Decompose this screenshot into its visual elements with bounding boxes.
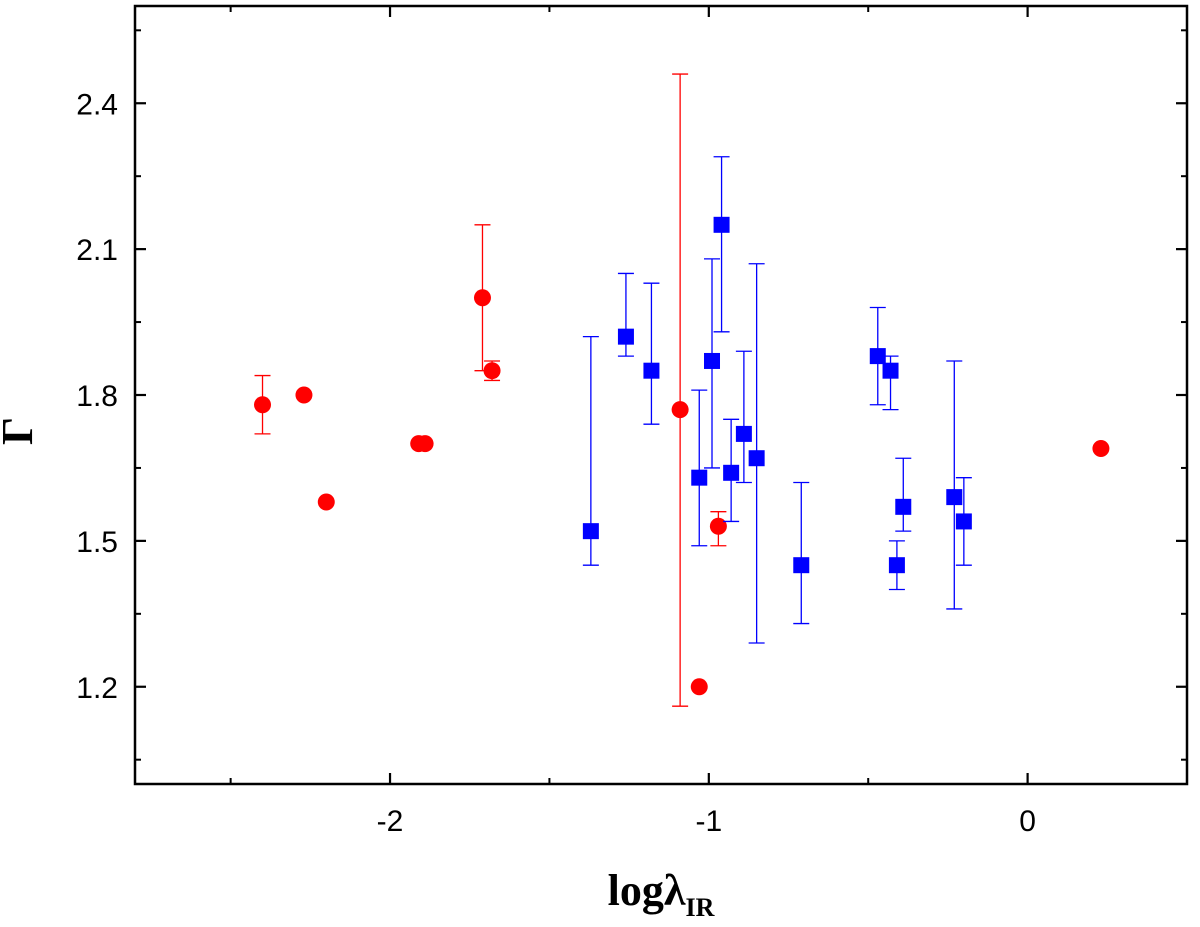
squares-point [713,216,730,233]
plot-area [254,73,1110,707]
x-tick-label: -1 [695,805,722,838]
squares-point [955,513,972,530]
y-tick-label: 1.5 [76,526,118,559]
circles-point [671,401,689,419]
squares-point [691,469,708,486]
squares-point [582,523,599,540]
squares-point [723,464,740,481]
x-axis-title-main: logλ [608,866,686,915]
x-tick-label: 0 [1019,805,1036,838]
squares-point [617,328,634,345]
axis-ticks [135,6,1187,784]
y-axis-title: Γ [0,417,42,445]
circles-point [317,493,335,511]
circles-point [295,386,313,404]
y-tick-label: 2.4 [76,88,118,121]
squares-point [643,362,660,379]
squares-point [895,498,912,515]
circles-point [709,517,727,535]
x-tick-label: -2 [377,805,404,838]
x-axis-title: logλIR [608,866,715,922]
circles-point [1092,439,1110,457]
squares-point [882,362,899,379]
squares-point [704,352,721,369]
circles-point [416,435,434,453]
x-axis-title-sub: IR [685,893,714,922]
y-tick-label: 2.1 [76,234,118,267]
tick-labels: -2 -1 0 1.2 1.5 1.8 2.1 2.4 [76,88,1036,838]
circles-point [690,678,708,696]
squares-point [869,348,886,365]
y-tick-label: 1.8 [76,380,118,413]
circles-point [473,289,491,307]
squares-point [888,557,905,574]
squares-point [793,557,810,574]
circles-point [483,362,501,380]
squares-point [735,425,752,442]
squares-point [946,489,963,506]
y-tick-label: 1.2 [76,672,118,705]
circles-point [254,396,272,414]
plot-frame [133,4,1189,786]
squares-point [748,450,765,467]
